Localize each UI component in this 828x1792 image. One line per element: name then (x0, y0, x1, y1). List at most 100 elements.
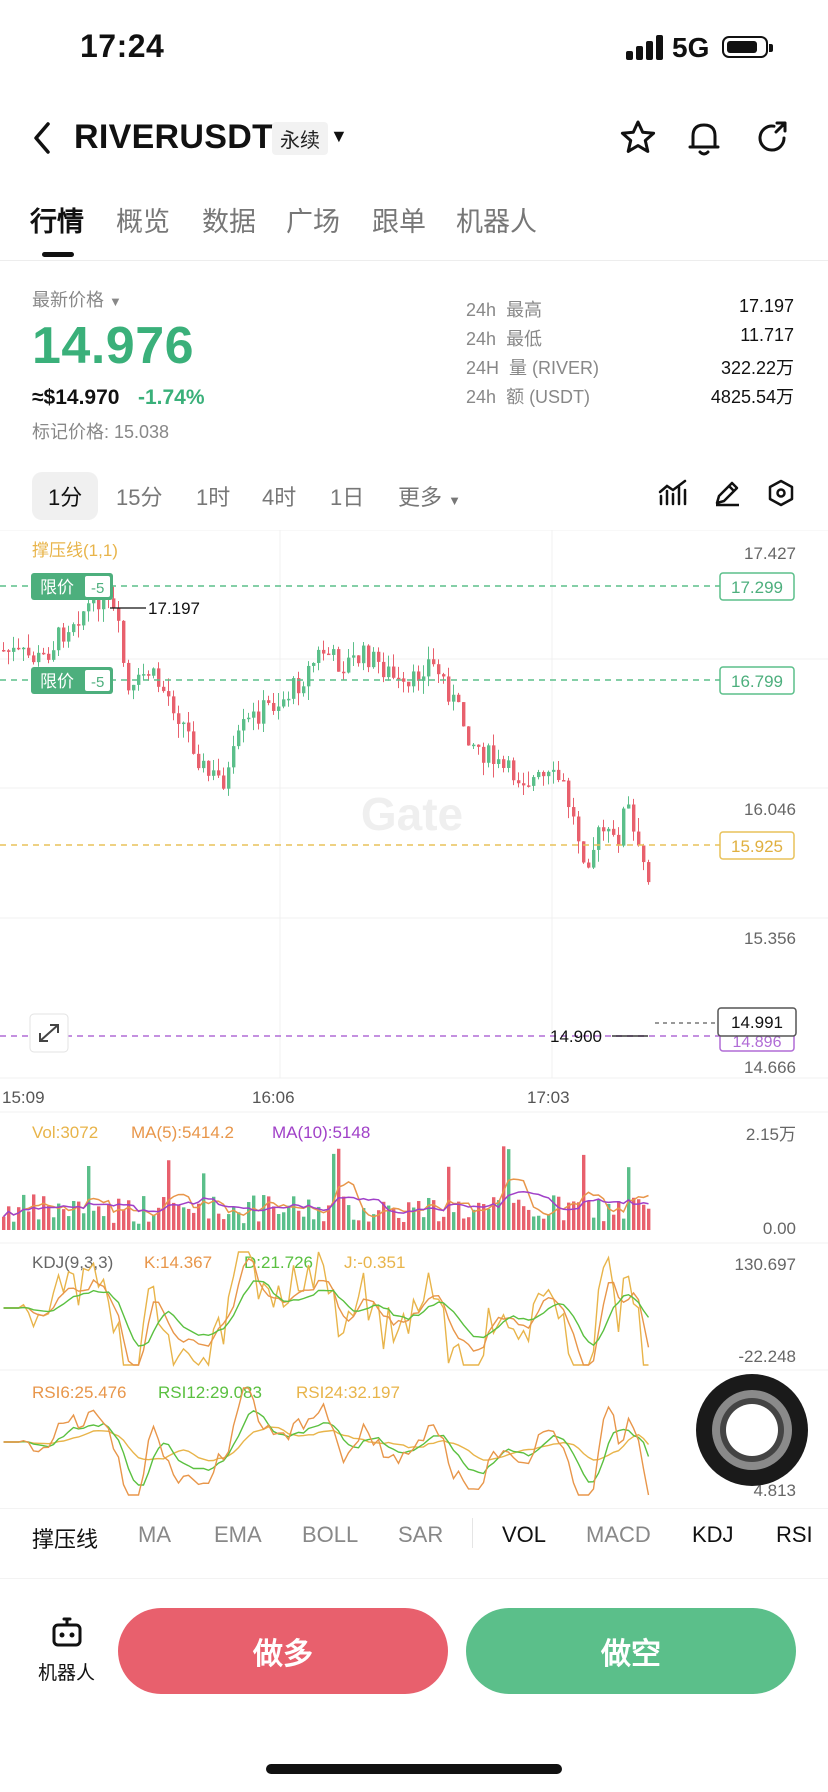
candle-body (547, 771, 551, 777)
ind-boll[interactable]: BOLL (302, 1522, 359, 1547)
interval-4h[interactable]: 4时 (262, 485, 297, 510)
kdj-label: KDJ(9,3,3) (32, 1253, 113, 1272)
tab-overview[interactable]: 概览 (116, 207, 170, 237)
interval-15m[interactable]: 15分 (116, 485, 163, 510)
volume-bar (472, 1209, 476, 1230)
candle-body (217, 770, 221, 776)
ind-rsi[interactable]: RSI (776, 1522, 813, 1547)
volume-bar (362, 1208, 366, 1230)
kdj-d-line (3, 1280, 650, 1347)
volume-bar (537, 1215, 541, 1230)
volume-bar (227, 1214, 231, 1230)
candle-body (77, 624, 81, 626)
signal-icon (626, 34, 666, 60)
candle-body (62, 627, 66, 642)
ind-ma[interactable]: MA (138, 1522, 171, 1547)
kdj-j-line (3, 1251, 649, 1368)
short-button[interactable]: 做空 (466, 1608, 796, 1694)
back-icon[interactable] (28, 118, 58, 158)
candle-body (317, 649, 321, 663)
candle-body (112, 598, 116, 609)
volume-bar (487, 1208, 491, 1230)
ind-support[interactable]: 撑压线 (32, 1527, 99, 1552)
interval-1d[interactable]: 1日 (330, 485, 365, 510)
svg-text:17.299: 17.299 (731, 578, 783, 597)
ind-macd[interactable]: MACD (586, 1522, 651, 1547)
volume-bar (617, 1201, 621, 1230)
tab-square[interactable]: 广场 (286, 207, 340, 237)
bell-icon[interactable] (684, 118, 724, 158)
tab-market[interactable]: 行情 (30, 207, 84, 237)
latest-price-label[interactable]: 最新价格 ▼ (32, 290, 122, 310)
candle-body (632, 804, 636, 832)
tab-data[interactable]: 数据 (202, 207, 256, 237)
candle-body (222, 775, 226, 789)
low-label: 14.900 (550, 1027, 602, 1046)
volume-bar (182, 1207, 186, 1230)
candle-body (442, 674, 446, 677)
interval-1m[interactable]: 1分 (32, 472, 99, 520)
x-tick-1: 15:09 (2, 1088, 45, 1107)
volume-bar (112, 1222, 116, 1230)
tab-robot[interactable]: 机器人 (456, 207, 537, 237)
ind-kdj[interactable]: KDJ (692, 1522, 734, 1547)
volume-bar (332, 1153, 336, 1230)
volume-bar (542, 1218, 546, 1230)
volume-bar (372, 1214, 376, 1230)
kline-chart[interactable]: Gate 17.197 14.900 撑压线(1,1) 限价 -5 限价 -5 … (0, 530, 828, 1530)
chevron-down-icon[interactable]: ▼ (330, 126, 348, 146)
vol-min: 0.00 (763, 1219, 796, 1238)
candle-body (67, 632, 71, 642)
long-button[interactable]: 做多 (118, 1608, 448, 1694)
robot-label[interactable]: 机器人 (38, 1663, 96, 1684)
volume-bar (377, 1210, 381, 1230)
candle-body (622, 808, 626, 846)
volume-bar (252, 1195, 256, 1230)
candle-body (157, 668, 161, 687)
share-icon[interactable] (752, 118, 792, 158)
volume-bar (342, 1196, 346, 1230)
candle-body (212, 770, 216, 776)
candle-body (597, 827, 601, 850)
candle-body (572, 807, 576, 817)
stat-label-turnover: 24h 额 (USDT) (466, 387, 591, 407)
candle-body (627, 804, 631, 809)
volume-bar (157, 1207, 161, 1230)
ind-sar[interactable]: SAR (398, 1522, 444, 1547)
candle-body (52, 650, 56, 660)
volume-bar (132, 1221, 136, 1230)
x-tick-3: 17:03 (527, 1088, 570, 1107)
volume-bar (37, 1219, 41, 1230)
star-icon[interactable] (618, 118, 658, 158)
divider (472, 1518, 473, 1548)
vol-ma10: MA(10):5148 (272, 1123, 370, 1142)
volume-bar (287, 1205, 291, 1230)
ind-vol[interactable]: VOL (502, 1522, 547, 1547)
volume-bar (67, 1216, 71, 1230)
expand-icon[interactable] (29, 1013, 69, 1053)
draw-pencil-icon[interactable] (712, 478, 742, 508)
volume-bar (647, 1208, 651, 1230)
indicator-icon[interactable] (658, 478, 688, 508)
volume-bar (502, 1146, 506, 1230)
ind-ema[interactable]: EMA (214, 1522, 262, 1547)
floating-assistive-button[interactable] (696, 1374, 808, 1486)
tab-copy-trade[interactable]: 跟单 (372, 207, 426, 237)
divider (0, 1578, 828, 1579)
candle-body (292, 678, 296, 699)
candle-body (12, 647, 16, 652)
candle-body (552, 769, 556, 772)
candle-body (462, 702, 466, 727)
robot-icon[interactable] (50, 1616, 84, 1650)
candle-body (397, 677, 401, 680)
settings-hex-icon[interactable] (766, 478, 796, 508)
pair-title[interactable]: RIVERUSDT (74, 118, 274, 156)
candle-body (162, 686, 166, 692)
order-tag-2[interactable]: 限价 -5 (31, 667, 113, 694)
interval-1h[interactable]: 1时 (196, 485, 231, 510)
volume-bar (307, 1199, 311, 1230)
rsi6-line (3, 1387, 650, 1496)
order-tag-1[interactable]: 限价 -5 (31, 573, 113, 600)
volume-bar (282, 1212, 286, 1230)
interval-more[interactable]: 更多 ▼ (398, 485, 462, 510)
